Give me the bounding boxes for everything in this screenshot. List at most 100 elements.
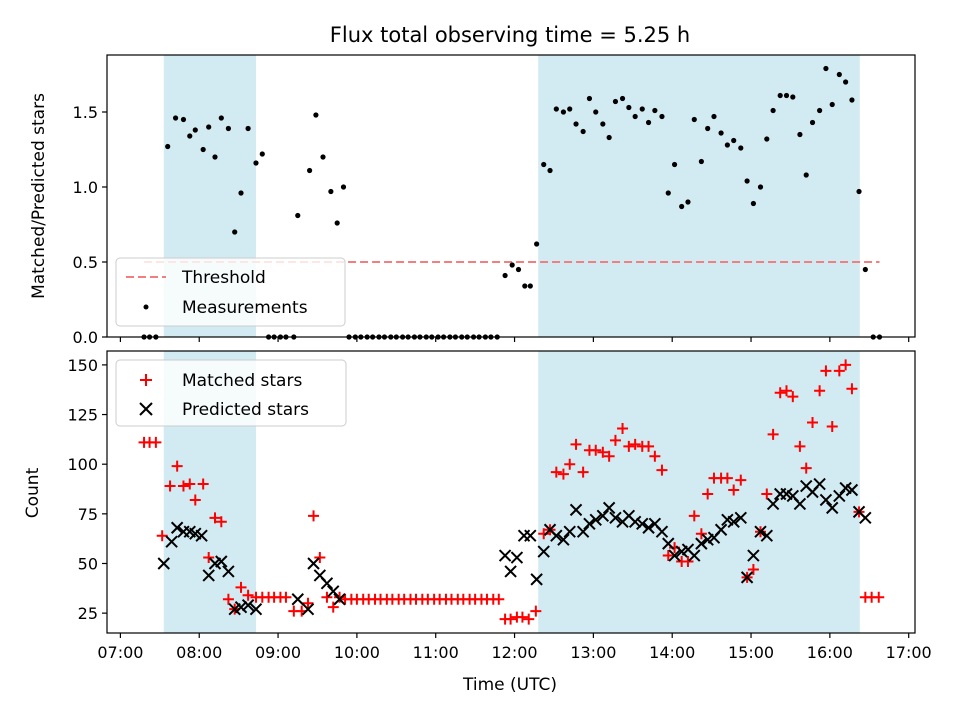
bottom-legend-box: [115, 359, 347, 427]
matched-star-point: [814, 385, 826, 397]
top-legend: Threshold Measurements: [115, 257, 346, 327]
matched-star-point: [617, 422, 629, 434]
bottom-y-tick-label: 50: [78, 554, 98, 573]
matched-star-point: [590, 444, 602, 456]
measurement-point: [783, 92, 790, 99]
x-tick-label: 09:00: [255, 643, 301, 662]
bottom-panel: 25 50 75 100 125 150 07:00 08:00 09:00 10:00 11:00…: [67, 350, 932, 662]
predicted-star-point: [241, 598, 255, 612]
matched-star-point: [150, 436, 162, 448]
measurement-point: [691, 116, 697, 123]
measurement-point: [652, 107, 658, 114]
predicted-star-point: [170, 521, 184, 534]
legend-measurements-marker: [143, 304, 149, 310]
bottom-plot-area: [138, 351, 885, 633]
matched-star-point: [308, 510, 320, 522]
measurement-point: [172, 115, 179, 121]
measurement-point: [612, 98, 619, 105]
bottom-y-axis-label: Count: [23, 467, 43, 518]
measurement-point: [232, 229, 238, 235]
matched-star-point: [177, 480, 189, 492]
bottom-legend: Matched stars Predicted stars: [115, 359, 347, 427]
measurement-point: [238, 190, 244, 196]
measurement-point: [306, 167, 313, 174]
measurement-point: [744, 178, 750, 184]
predicted-star-point: [327, 585, 340, 598]
measurement-point: [823, 65, 829, 72]
top-y-tick-label: 0.5: [73, 253, 98, 272]
measurement-point: [593, 109, 599, 115]
matched-star-point: [629, 438, 641, 450]
predicted-star-point: [530, 573, 543, 586]
predicted-star-point: [576, 525, 590, 538]
matched-star-point: [840, 359, 852, 371]
measurement-point: [718, 130, 724, 136]
predicted-star-point: [833, 489, 846, 503]
matched-star-point: [820, 365, 832, 377]
matched-star-point: [314, 552, 326, 564]
predicted-star-point: [655, 525, 669, 538]
predicted-star-point: [195, 529, 208, 542]
predicted-star-point: [537, 545, 550, 558]
predicted-star-point: [695, 537, 708, 550]
matched-star-point: [222, 593, 234, 605]
predicted-star-point: [498, 549, 512, 562]
matched-star-point: [564, 458, 576, 470]
predicted-star-point: [510, 551, 524, 564]
measurement-point: [502, 272, 508, 279]
measurement-point: [522, 283, 528, 289]
matched-star-point: [807, 416, 819, 428]
measurement-point: [724, 142, 730, 148]
legend-threshold-label: Threshold: [181, 268, 266, 288]
matched-star-point: [623, 440, 635, 452]
top-plot-area: [141, 55, 883, 340]
matched-star-point: [826, 420, 838, 432]
x-tick-label: 08:00: [176, 643, 222, 662]
matched-star-point: [557, 468, 569, 480]
legend-predicted-marker: [139, 402, 153, 416]
matched-star-point: [846, 383, 858, 395]
measurement-point: [764, 136, 770, 142]
matched-star-point: [334, 591, 346, 603]
measurement-point: [619, 95, 626, 102]
measurement-point: [645, 119, 652, 126]
measurement-point: [606, 134, 612, 141]
measurement-point: [671, 161, 678, 168]
predicted-star-point: [583, 517, 596, 530]
predicted-star-point: [747, 549, 760, 562]
measurement-point: [541, 161, 547, 168]
matched-star-point: [774, 387, 786, 399]
measurement-point: [580, 128, 586, 135]
x-tick-label: 17:00: [886, 643, 932, 662]
predicted-star-point: [793, 497, 807, 511]
predicted-star-point: [714, 523, 728, 536]
predicted-star-point: [636, 517, 649, 530]
measurement-point: [259, 151, 265, 157]
measurement-point: [770, 107, 776, 114]
measurement-point: [665, 190, 671, 196]
matched-star-point: [833, 365, 845, 377]
predicted-star-point: [333, 593, 346, 606]
matched-star-point: [516, 611, 528, 623]
predicted-star-point: [845, 483, 859, 497]
predicted-star-point: [734, 511, 747, 525]
matched-star-point: [688, 510, 700, 522]
x-tick-label: 16:00: [807, 643, 853, 662]
matched-star-point: [747, 563, 759, 575]
matched-star-point: [171, 460, 183, 472]
legend-predicted-label: Predicted stars: [182, 400, 309, 420]
matched-star-point: [695, 528, 707, 540]
matched-star-point: [327, 601, 339, 613]
measurement-point: [534, 241, 540, 247]
measurement-point: [790, 94, 796, 100]
matched-star-point: [767, 428, 779, 440]
measurement-point: [797, 131, 803, 138]
chart-title: Flux total observing time = 5.25 h: [330, 23, 690, 47]
matched-star-point: [570, 438, 582, 450]
legend-matched-label: Matched stars: [182, 371, 302, 391]
measurement-point: [527, 283, 533, 289]
predicted-star-point: [662, 537, 675, 550]
measurement-point: [836, 71, 842, 78]
measurement-point: [206, 124, 212, 130]
measurement-point: [659, 113, 665, 120]
